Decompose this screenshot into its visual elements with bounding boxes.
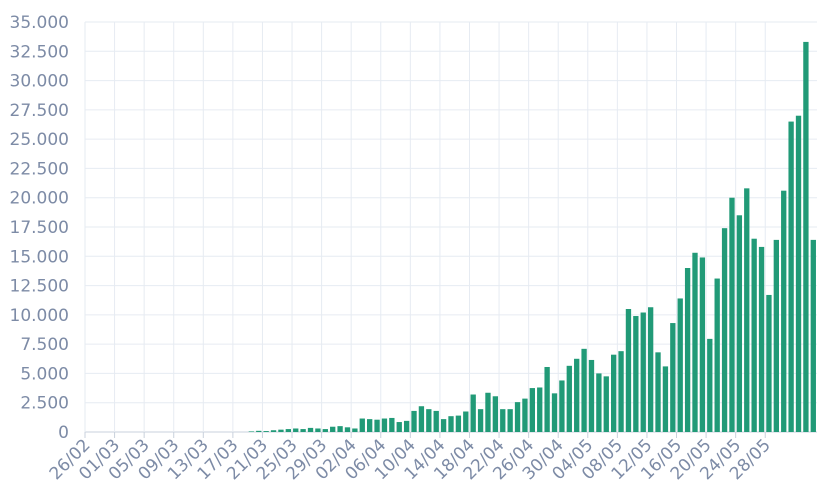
- y-tick-label: 20.000: [10, 189, 69, 209]
- bar: [344, 427, 351, 432]
- bar: [551, 393, 558, 432]
- bar: [736, 215, 743, 432]
- bar: [751, 238, 757, 432]
- y-tick-label: 0: [58, 423, 69, 443]
- bar: [285, 429, 291, 432]
- bar: [596, 373, 602, 432]
- bar: [662, 366, 669, 432]
- y-tick-label: 10.000: [10, 306, 69, 326]
- bar: [529, 388, 535, 432]
- y-tick-label: 35.000: [10, 13, 69, 33]
- bar: [396, 422, 402, 432]
- y-tick-label: 17.500: [10, 218, 69, 238]
- y-tick-label: 25.000: [10, 130, 69, 150]
- bar: [248, 431, 255, 432]
- bar: [729, 197, 735, 432]
- bar: [433, 410, 439, 432]
- y-tick-label: 30.000: [10, 72, 69, 92]
- bar: [795, 115, 802, 432]
- bar: [403, 420, 410, 432]
- bar: [537, 387, 543, 432]
- bar: [574, 358, 580, 432]
- y-tick-label: 32.500: [10, 42, 69, 62]
- bar: [278, 429, 284, 432]
- bar: [625, 309, 632, 432]
- bar: [699, 257, 706, 432]
- bar: [633, 316, 639, 432]
- bar: [588, 359, 595, 432]
- bar: [566, 365, 572, 432]
- bar: [426, 409, 432, 432]
- bar: [684, 268, 691, 432]
- bar: [788, 121, 794, 433]
- bar: [485, 392, 491, 432]
- bar: [655, 352, 661, 432]
- bar: [300, 429, 306, 432]
- y-axis: 0 2.500 5.000 7.500 10.000 12.500 15.000 17.500…: [10, 13, 69, 443]
- bar: [507, 409, 513, 432]
- bar: [381, 418, 388, 432]
- bar: [359, 418, 365, 432]
- y-tick-label: 15.000: [10, 247, 69, 267]
- bar: [744, 188, 750, 432]
- bar: [618, 351, 624, 432]
- bar: [647, 307, 654, 432]
- bar: [352, 428, 358, 432]
- bar: [440, 419, 447, 432]
- bar: [500, 409, 506, 432]
- x-axis: 26/0201/0305/0309/0313/0317/0321/0325/03…: [46, 432, 775, 484]
- bar: [418, 406, 425, 432]
- bar: [522, 398, 528, 432]
- y-tick-label: 12.500: [10, 277, 69, 297]
- bar: [256, 430, 262, 432]
- y-tick-label: 2.500: [20, 394, 69, 414]
- bar: [810, 239, 816, 432]
- bar: [315, 428, 321, 432]
- bar: [367, 419, 373, 432]
- bar: [773, 239, 779, 432]
- bar: [640, 312, 646, 432]
- bar: [758, 246, 765, 432]
- bar: [714, 278, 720, 432]
- bar: [330, 426, 336, 432]
- bar: [477, 409, 484, 432]
- bar: [492, 396, 499, 432]
- bar: [514, 402, 521, 432]
- bar: [766, 294, 772, 432]
- bar: [270, 430, 277, 432]
- bars: [248, 41, 816, 433]
- bar: [293, 428, 299, 432]
- bar: [374, 419, 380, 432]
- bar: [389, 417, 395, 432]
- bar: [692, 252, 698, 432]
- bar: [677, 298, 683, 432]
- bar: [803, 41, 809, 433]
- grid-layer: [84, 21, 817, 433]
- bar: [455, 415, 462, 432]
- bar: [721, 228, 728, 432]
- bar: [411, 410, 417, 432]
- bar: [322, 429, 328, 432]
- bar: [581, 348, 587, 432]
- bar: [463, 411, 469, 432]
- bar: [707, 338, 713, 432]
- bar: [781, 190, 787, 432]
- bar: [337, 426, 343, 432]
- bar: [559, 380, 565, 432]
- y-tick-label: 22.500: [10, 159, 69, 179]
- y-tick-label: 7.500: [20, 335, 69, 355]
- bar: [470, 394, 476, 432]
- bar: [544, 366, 550, 432]
- bar: [611, 354, 617, 432]
- bar: [448, 416, 454, 432]
- bar: [603, 376, 609, 432]
- bar: [670, 323, 676, 432]
- y-tick-label: 27.500: [10, 101, 69, 121]
- bar: [263, 431, 269, 432]
- y-tick-label: 5.000: [20, 364, 69, 384]
- bar: [307, 427, 314, 432]
